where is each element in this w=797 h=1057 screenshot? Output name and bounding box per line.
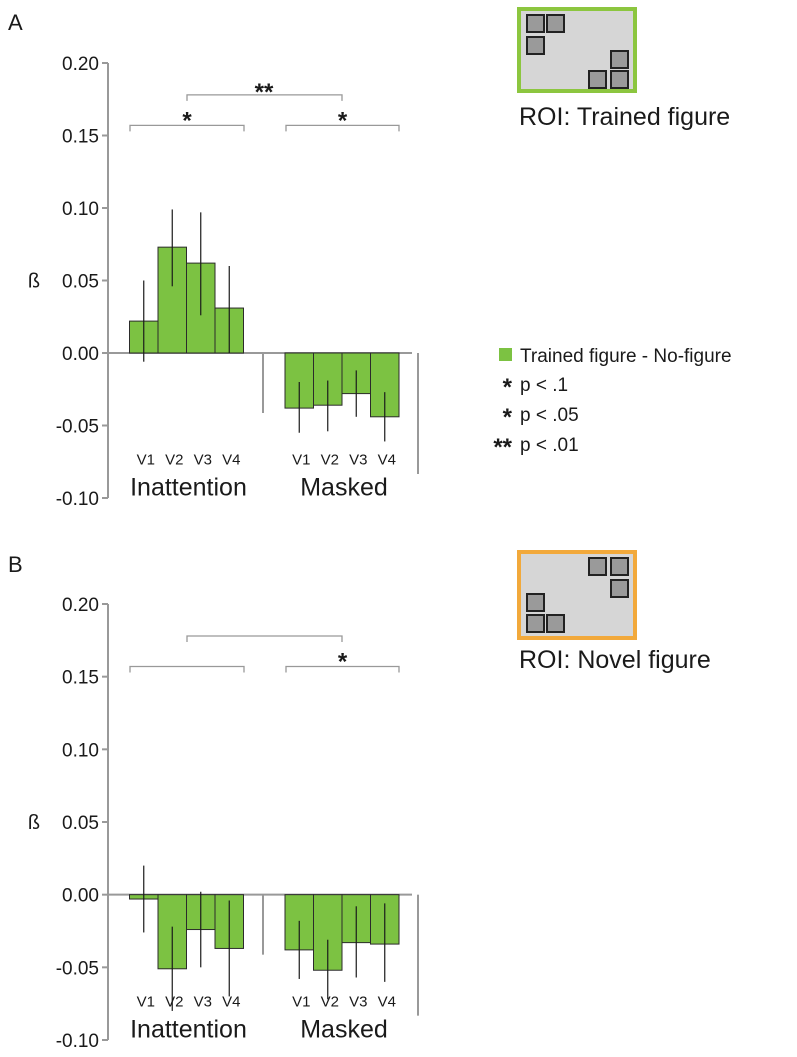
group-label: Inattention — [130, 474, 247, 502]
legend-swatch — [499, 348, 512, 361]
bracket-overall — [186, 94, 343, 101]
bracket-overall — [186, 635, 343, 642]
y-tick-label: 0.20 — [62, 54, 99, 75]
roi-square-icon — [526, 614, 545, 633]
legend-p-grey: p < .1 — [520, 375, 568, 396]
y-tick-label: 0.05 — [62, 272, 99, 293]
x-tick-label: V4 — [378, 452, 396, 469]
bracket-inattention — [129, 665, 245, 673]
x-tick-label: V2 — [321, 452, 339, 469]
roi-square-icon — [546, 14, 565, 33]
y-tick-label: 0.05 — [62, 813, 99, 834]
x-tick-label: V2 — [165, 993, 183, 1010]
legend-star-grey: * — [503, 374, 513, 401]
x-tick-label: V3 — [349, 452, 367, 469]
bracket-inattention — [129, 124, 245, 132]
legend-series-label: Trained figure - No-figure — [520, 346, 732, 367]
y-tick-label: 0.15 — [62, 127, 99, 148]
x-tick-label: V2 — [321, 993, 339, 1010]
chart-panel-a: A 0.20 0.15 0.10 0.05 0.00 -0.05 -0.10 ß V1 V2 V3 V4… — [8, 7, 730, 510]
x-tick-label: V1 — [137, 993, 155, 1010]
y-tick-label: 0.20 — [62, 595, 99, 616]
roi-square-icon — [610, 579, 629, 598]
sig-star-overall: ** — [255, 79, 274, 106]
x-tick-label: V3 — [194, 452, 212, 469]
x-tick-label: V4 — [222, 993, 240, 1010]
x-tick-label: V1 — [292, 993, 310, 1010]
y-tick-label: 0.00 — [62, 344, 99, 365]
y-tick-label: -0.10 — [56, 1031, 99, 1052]
roi-square-icon — [526, 14, 545, 33]
roi-square-icon — [610, 557, 629, 576]
legend: Trained figure - No-figure * p < .1 * p < .0… — [493, 346, 731, 461]
roi-square-icon — [588, 70, 607, 89]
y-axis-label: ß — [28, 271, 40, 293]
roi-square-icon — [546, 614, 565, 633]
y-tick-label: -0.05 — [56, 958, 99, 979]
x-tick-label: V4 — [378, 993, 396, 1010]
chart-panel-b: B 0.20 0.15 0.10 0.05 0.00 -0.05 -0.10 ß V1 V2 V3 V4… — [8, 550, 711, 1052]
x-tick-label: V4 — [222, 452, 240, 469]
x-tick-label: V1 — [292, 452, 310, 469]
roi-square-icon — [610, 70, 629, 89]
group-label: Inattention — [130, 1015, 247, 1043]
roi-square-icon — [588, 557, 607, 576]
x-tick-label: V2 — [165, 452, 183, 469]
legend-star-one: * — [503, 404, 513, 431]
x-tick-label: V1 — [137, 452, 155, 469]
bracket-masked — [285, 124, 400, 132]
panel-letter: A — [8, 10, 23, 35]
y-tick-label: 0.15 — [62, 668, 99, 689]
roi-square-icon — [610, 50, 629, 69]
group-label: Masked — [300, 474, 388, 502]
y-tick-label: -0.10 — [56, 489, 99, 510]
roi-label: ROI: Novel figure — [519, 646, 711, 674]
y-tick-label: -0.05 — [56, 417, 99, 438]
sig-star-inattention: * — [182, 107, 192, 134]
roi-square-icon — [526, 36, 545, 55]
sig-star-masked: * — [338, 648, 348, 675]
panel-letter: B — [8, 552, 23, 577]
y-tick-label: 0.00 — [62, 886, 99, 907]
bracket-masked — [285, 665, 400, 673]
y-tick-label: 0.10 — [62, 199, 99, 220]
y-axis-label: ß — [28, 812, 40, 834]
roi-label: ROI: Trained figure — [519, 103, 730, 131]
x-tick-label: V3 — [194, 993, 212, 1010]
sig-star-masked: * — [338, 107, 348, 134]
legend-p-one: p < .05 — [520, 405, 579, 426]
y-tick-label: 0.10 — [62, 740, 99, 761]
x-tick-label: V3 — [349, 993, 367, 1010]
legend-star-two: ** — [493, 434, 512, 461]
group-label: Masked — [300, 1015, 388, 1043]
legend-p-two: p < .01 — [520, 435, 579, 456]
roi-square-icon — [526, 593, 545, 612]
